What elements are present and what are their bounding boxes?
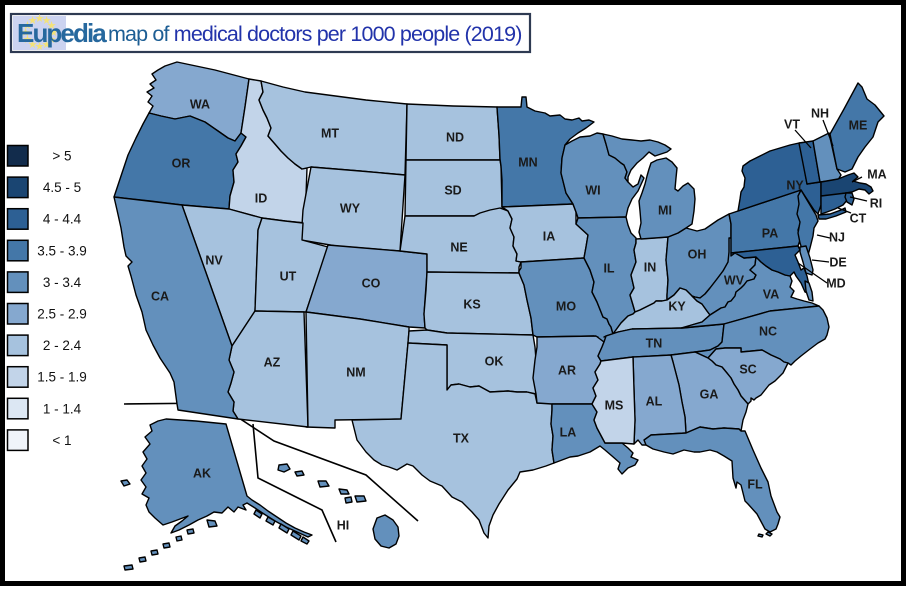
svg-text:ID: ID	[255, 192, 268, 206]
svg-text:NJ: NJ	[829, 231, 845, 245]
svg-text:NM: NM	[346, 366, 365, 380]
svg-text:1.5 - 1.9: 1.5 - 1.9	[37, 370, 87, 385]
svg-text:★: ★	[35, 13, 45, 25]
svg-text:NH: NH	[811, 107, 829, 121]
svg-text:OK: OK	[485, 355, 504, 369]
svg-text:★: ★	[35, 41, 45, 53]
svg-text:MN: MN	[518, 156, 537, 170]
svg-text:3.5 - 3.9: 3.5 - 3.9	[37, 243, 87, 258]
svg-text:WA: WA	[190, 98, 210, 112]
svg-text:RI: RI	[870, 197, 883, 211]
svg-text:MT: MT	[321, 127, 339, 141]
svg-text:GA: GA	[700, 388, 719, 402]
svg-text:FL: FL	[747, 478, 763, 492]
svg-text:CO: CO	[362, 277, 381, 291]
svg-text:★: ★	[21, 27, 31, 39]
svg-text:4.5 - 5: 4.5 - 5	[43, 180, 81, 195]
svg-text:MI: MI	[658, 204, 672, 218]
svg-text:4 - 4.4: 4 - 4.4	[43, 212, 82, 227]
svg-text:★: ★	[42, 15, 52, 27]
svg-text:OH: OH	[688, 248, 707, 262]
svg-text:NE: NE	[450, 241, 467, 255]
svg-text:2.5 - 2.9: 2.5 - 2.9	[37, 307, 87, 322]
svg-text:> 5: > 5	[52, 149, 71, 164]
svg-text:★: ★	[47, 20, 57, 32]
svg-text:AL: AL	[646, 395, 663, 409]
svg-text:HI: HI	[337, 519, 350, 533]
svg-text:KY: KY	[668, 300, 686, 314]
svg-text:VT: VT	[784, 118, 800, 132]
svg-text:MA: MA	[867, 168, 886, 182]
svg-text:SC: SC	[739, 363, 756, 377]
svg-text:VA: VA	[763, 288, 779, 302]
svg-text:KS: KS	[463, 298, 480, 312]
svg-text:SD: SD	[444, 184, 461, 198]
svg-text:WV: WV	[724, 274, 745, 288]
svg-text:ME: ME	[849, 119, 868, 133]
svg-text:< 1: < 1	[52, 433, 71, 448]
svg-text:IL: IL	[603, 262, 614, 276]
svg-text:TN: TN	[646, 337, 663, 351]
svg-text:TX: TX	[453, 432, 470, 446]
svg-text:NC: NC	[759, 325, 777, 339]
svg-text:2 - 2.4: 2 - 2.4	[43, 338, 82, 353]
svg-text:WI: WI	[585, 184, 600, 198]
svg-text:UT: UT	[280, 270, 297, 284]
svg-text:★: ★	[22, 34, 32, 46]
svg-text:Eupedia: Eupedia	[17, 18, 107, 48]
svg-text:★: ★	[22, 20, 32, 32]
svg-text:IA: IA	[543, 230, 556, 244]
svg-text:ND: ND	[446, 131, 464, 145]
svg-text:★: ★	[28, 39, 38, 51]
svg-text:1 - 1.4: 1 - 1.4	[43, 401, 82, 416]
svg-text:★: ★	[47, 34, 57, 46]
svg-text:LA: LA	[560, 426, 577, 440]
svg-text:★: ★	[42, 39, 52, 51]
svg-text:MS: MS	[605, 399, 624, 413]
svg-text:CT: CT	[850, 212, 867, 226]
svg-text:AK: AK	[193, 467, 211, 481]
svg-text:WY: WY	[340, 202, 361, 216]
svg-text:NV: NV	[205, 254, 223, 268]
svg-text:CA: CA	[151, 290, 169, 304]
svg-text:map of medical doctors per 100: map of medical doctors per 1000 people (…	[108, 22, 522, 46]
svg-text:PA: PA	[762, 227, 778, 241]
svg-text:OR: OR	[172, 157, 191, 171]
svg-text:MO: MO	[556, 300, 576, 314]
svg-text:AZ: AZ	[264, 356, 281, 370]
svg-text:DE: DE	[829, 256, 846, 270]
svg-text:★: ★	[49, 27, 59, 39]
svg-text:IN: IN	[644, 261, 657, 275]
svg-text:★: ★	[28, 15, 38, 27]
svg-text:MD: MD	[826, 277, 845, 291]
svg-text:3 - 3.4: 3 - 3.4	[43, 275, 82, 290]
svg-text:AR: AR	[558, 364, 576, 378]
svg-text:NY: NY	[786, 179, 804, 193]
